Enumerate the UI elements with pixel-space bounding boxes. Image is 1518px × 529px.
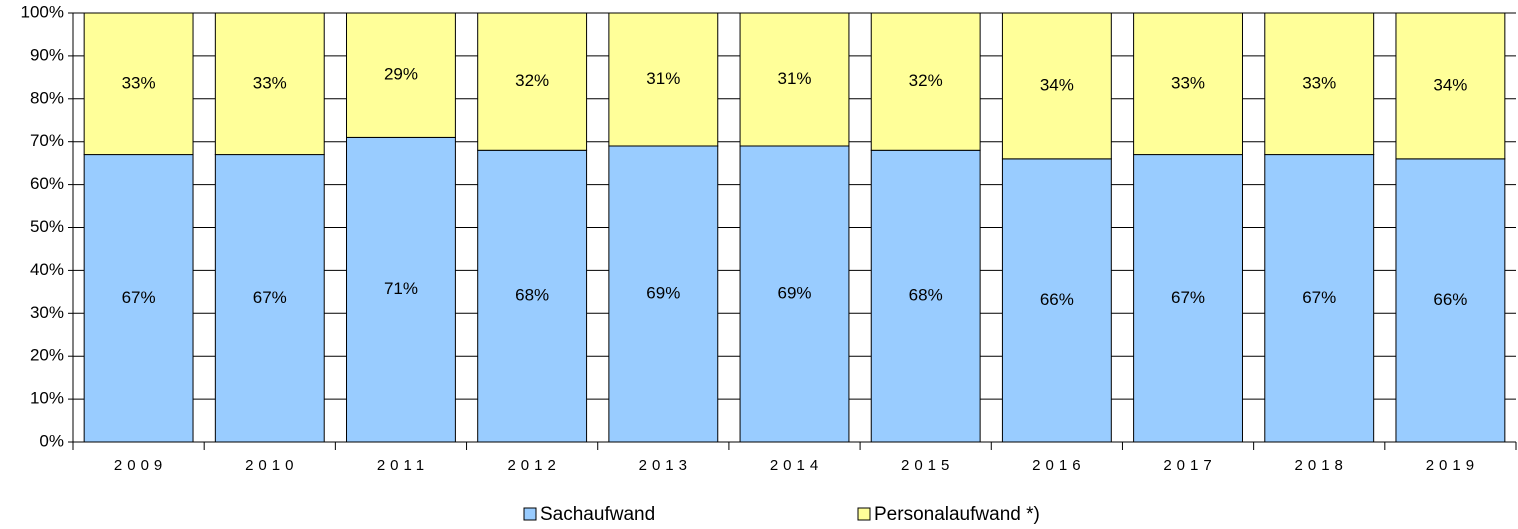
bar-segment [1264, 154, 1375, 443]
bar-segment [1133, 12, 1243, 156]
bar-segment [1395, 12, 1506, 160]
bar-segment [1001, 12, 1112, 160]
legend-label: Sachaufwand [540, 504, 655, 525]
bar-segment [1395, 158, 1506, 443]
value-label: 67% [253, 288, 287, 307]
x-tick-label: 2018 [1295, 457, 1348, 474]
bar-segment [214, 154, 325, 443]
y-tick-label: 0% [39, 431, 64, 450]
value-label: 34% [1433, 75, 1467, 94]
bar-segment [477, 149, 588, 443]
value-label: 68% [515, 286, 549, 305]
x-tick-label: 2015 [901, 457, 954, 474]
bar-segment [1264, 12, 1375, 156]
y-tick-label: 20% [30, 346, 64, 365]
bar-segment [608, 12, 719, 147]
bar-segment [477, 12, 588, 151]
value-label: 67% [122, 288, 156, 307]
bar-segment [346, 12, 456, 138]
x-tick-label: 2012 [507, 457, 560, 474]
bar-segment [1133, 154, 1243, 443]
value-label: 67% [1171, 288, 1205, 307]
x-tick-label: 2013 [639, 457, 692, 474]
value-label: 68% [909, 286, 943, 305]
bar-segment [870, 12, 981, 151]
value-label: 29% [384, 65, 418, 84]
value-label: 32% [909, 71, 943, 90]
bar-segment [739, 145, 850, 443]
y-tick-label: 10% [30, 389, 64, 408]
y-tick-label: 60% [30, 174, 64, 193]
bar-segment [83, 154, 194, 443]
value-label: 66% [1433, 290, 1467, 309]
bar-segment [1001, 158, 1112, 443]
value-label: 31% [646, 69, 680, 88]
value-label: 32% [515, 71, 549, 90]
bar-segment [870, 149, 981, 443]
x-tick-label: 2019 [1426, 457, 1479, 474]
bar-segment [739, 12, 850, 147]
value-label: 69% [646, 283, 680, 302]
value-label: 33% [1171, 73, 1205, 92]
legend-swatch [857, 507, 871, 521]
value-label: 67% [1302, 288, 1336, 307]
value-label: 71% [384, 279, 418, 298]
x-tick-label: 2017 [1163, 457, 1216, 474]
value-label: 69% [777, 283, 811, 302]
y-tick-label: 70% [30, 131, 64, 150]
y-tick-label: 80% [30, 88, 64, 107]
x-tick-label: 2014 [770, 457, 823, 474]
legend-label: Personalaufwand *) [874, 504, 1040, 525]
value-label: 31% [777, 69, 811, 88]
bar-segment [346, 136, 456, 443]
y-tick-label: 40% [30, 260, 64, 279]
x-tick-label: 2016 [1032, 457, 1085, 474]
y-tick-label: 100% [21, 2, 64, 21]
value-label: 33% [122, 73, 156, 92]
y-tick-label: 90% [30, 45, 64, 64]
value-label: 34% [1040, 75, 1074, 94]
x-tick-label: 2011 [377, 457, 429, 474]
value-label: 33% [1302, 73, 1336, 92]
x-tick-label: 2009 [114, 457, 167, 474]
legend-swatch [523, 507, 537, 521]
y-tick-label: 30% [30, 303, 64, 322]
x-tick-label: 2010 [245, 457, 298, 474]
bar-segment [214, 12, 325, 156]
value-label: 66% [1040, 290, 1074, 309]
y-tick-label: 50% [30, 217, 64, 236]
value-label: 33% [253, 73, 287, 92]
bar-segment [83, 12, 194, 156]
